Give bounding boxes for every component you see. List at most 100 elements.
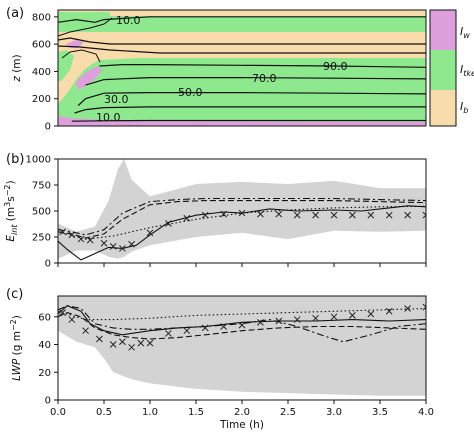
panel-a-contours	[58, 16, 426, 122]
panel-a-ylabel: z (m)	[11, 54, 23, 82]
x-marker	[312, 314, 319, 322]
x-marker	[165, 220, 172, 227]
panel-b-yticks: 0 250 500 750 1000	[26, 155, 58, 270]
ytick-label: 200	[32, 94, 51, 105]
ytick-label: 250	[32, 233, 51, 244]
x-marker	[257, 210, 264, 218]
series-line-dashed	[58, 312, 426, 340]
panel-c-letter: (c)	[6, 287, 23, 302]
x-marker	[385, 211, 393, 219]
x-marker	[119, 338, 126, 346]
x-marker	[128, 343, 135, 351]
ytick-label: 600	[32, 40, 51, 51]
series-line-dashdot	[58, 197, 426, 236]
contour-label-90: 90.0	[323, 60, 348, 73]
series-line-dashed	[58, 200, 426, 239]
contour-label-30: 30.0	[104, 93, 129, 106]
ytick-label: 20	[38, 368, 51, 379]
xtick-label: 2.0	[234, 407, 250, 418]
x-marker	[330, 313, 338, 321]
colorbar-frame	[429, 9, 457, 127]
panel-c-xticks: 0.0 0.5 1.0 1.5 2.0 2.5 3.0 3.5 4.0	[50, 400, 434, 418]
panel-c-spread-band	[58, 296, 426, 396]
colorbar: Iw Itke Ib	[429, 9, 474, 127]
series-line-solid	[58, 305, 426, 336]
region-iw-bottom	[58, 116, 426, 126]
x-marker	[312, 211, 319, 219]
x-marker	[137, 339, 145, 347]
contour-inversion	[58, 17, 113, 37]
x-marker	[109, 243, 117, 250]
x-marker	[404, 211, 411, 219]
contour-label-10-bottom: 10.0	[96, 111, 121, 124]
series-line-solid	[58, 205, 426, 261]
x-marker	[59, 228, 66, 236]
x-marker	[201, 324, 209, 332]
x-marker	[385, 307, 393, 315]
x-marker	[220, 323, 227, 330]
ytick-label: 750	[32, 181, 51, 192]
panel-c-ylabel: LWP (g m−2)	[9, 315, 23, 381]
x-marker	[183, 327, 191, 335]
series-line-dashdot	[58, 305, 426, 343]
xtick-label: 0.0	[50, 407, 66, 418]
panel-c-yticks: 0 20 40 60	[38, 312, 58, 407]
xtick-label: 1.5	[188, 407, 204, 418]
series-line-dotted	[58, 307, 426, 321]
colorbar-label-itke: Itke	[460, 63, 474, 78]
x-marker	[100, 239, 108, 247]
region-iw-upper	[76, 66, 102, 90]
ytick-label: 40	[38, 340, 51, 351]
x-marker	[77, 235, 85, 243]
xtick-label: 3.0	[326, 407, 342, 418]
x-marker	[146, 229, 154, 237]
contour-label-50: 50.0	[178, 86, 203, 99]
panel-c-xlabel: Time (h)	[219, 419, 264, 431]
contour-line-90-4	[99, 63, 426, 68]
panel-a: (a) 10.0 90.0 70.0 50.0 30.0 10.0	[6, 6, 474, 133]
ytick-label: 400	[32, 67, 51, 78]
ytick-label: 0	[45, 396, 51, 407]
colorbar-label-iw: Iw	[460, 25, 470, 40]
x-marker	[183, 214, 191, 222]
x-marker	[220, 210, 227, 218]
colorbar-iw	[430, 10, 456, 50]
ytick-label: 0	[45, 259, 51, 270]
x-marker	[293, 211, 301, 219]
x-marker	[96, 335, 103, 343]
panel-a-field	[58, 10, 426, 126]
boundary-upper	[58, 37, 426, 45]
x-marker	[146, 339, 154, 347]
x-marker	[349, 211, 356, 219]
xtick-label: 0.5	[96, 407, 112, 418]
x-marker	[82, 327, 89, 335]
x-marker	[165, 330, 172, 337]
x-marker	[422, 303, 426, 311]
colorbar-ib	[430, 90, 456, 126]
x-marker	[68, 231, 76, 239]
panel-b-series	[58, 197, 426, 261]
xtick-label: 3.5	[372, 407, 388, 418]
panel-b-spread-band	[58, 159, 426, 259]
x-marker	[59, 309, 66, 316]
contour-line-30-1	[74, 106, 426, 114]
ytick-label: 800	[32, 12, 51, 23]
contour-label-10-top: 10.0	[116, 14, 141, 27]
contour-left-loop	[61, 49, 101, 63]
x-marker	[367, 211, 375, 219]
panel-b-xticks	[57, 263, 427, 267]
x-marker	[404, 305, 411, 312]
panel-b-ylabel: Eint (m3s−2)	[3, 180, 19, 241]
series-line-dotted	[58, 205, 426, 240]
boundary-lower	[58, 45, 426, 54]
x-marker	[238, 321, 246, 329]
x-marker	[422, 211, 426, 219]
panel-a-frame	[57, 9, 427, 127]
x-marker	[86, 236, 94, 244]
xtick-label: 2.5	[280, 407, 296, 418]
x-marker	[349, 312, 356, 319]
panel-b: (b) 0 250 500 750 1000 Eint (m3s−2)	[3, 152, 427, 270]
colorbar-itke	[430, 50, 456, 90]
x-marker	[109, 341, 117, 348]
